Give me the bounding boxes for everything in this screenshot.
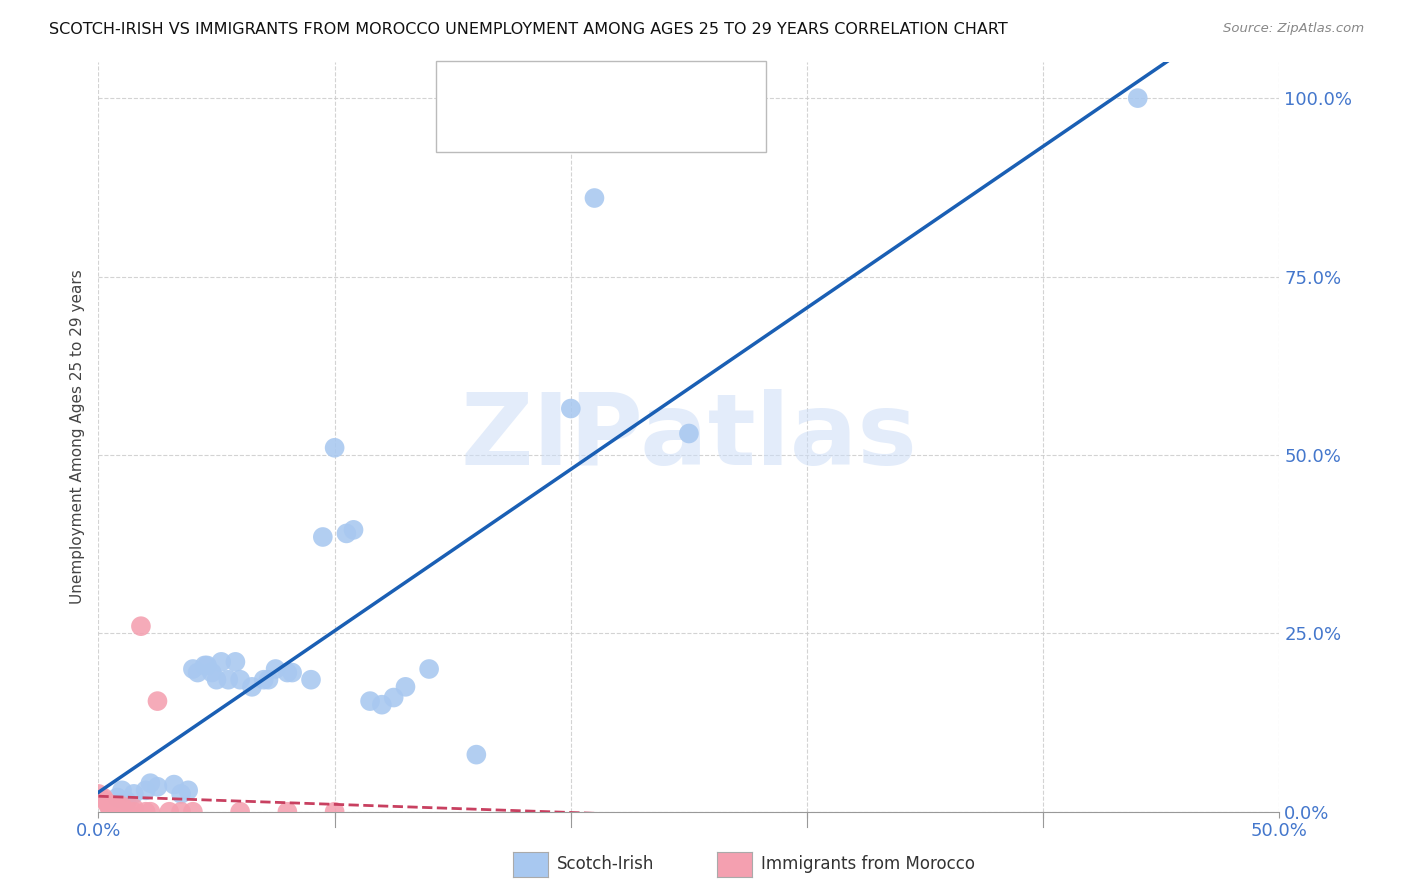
Point [1126, 91, 1149, 105]
Point [111, 783, 134, 797]
Point [217, 673, 239, 687]
Text: Immigrants from Morocco: Immigrants from Morocco [761, 855, 974, 873]
Point [371, 698, 394, 712]
Point [129, 619, 152, 633]
Point [87, 787, 110, 801]
Point [170, 805, 193, 819]
Point [229, 673, 252, 687]
Point [187, 665, 209, 680]
Point [281, 665, 304, 680]
Point [299, 673, 322, 687]
Point [94, 794, 117, 808]
Point [253, 673, 276, 687]
Point [229, 805, 252, 819]
Y-axis label: Unemployment Among Ages 25 to 29 years: Unemployment Among Ages 25 to 29 years [69, 269, 84, 605]
Point [583, 191, 606, 205]
Point [104, 805, 127, 819]
Point [98, 801, 121, 815]
Point [201, 665, 224, 680]
Point [335, 526, 357, 541]
Point [97, 797, 120, 812]
Point [224, 655, 246, 669]
Point [560, 401, 582, 416]
Point [323, 441, 346, 455]
Text: Scotch-Irish: Scotch-Irish [557, 855, 654, 873]
Point [122, 805, 145, 819]
Text: ZIPatlas: ZIPatlas [461, 389, 917, 485]
Point [276, 805, 298, 819]
Point [122, 801, 145, 815]
Point [209, 655, 232, 669]
Text: SCOTCH-IRISH VS IMMIGRANTS FROM MOROCCO UNEMPLOYMENT AMONG AGES 25 TO 29 YEARS C: SCOTCH-IRISH VS IMMIGRANTS FROM MOROCCO … [49, 22, 1008, 37]
Point [98, 797, 121, 812]
Text: R = -0.194   N = 27: R = -0.194 N = 27 [499, 113, 676, 131]
Text: Source: ZipAtlas.com: Source: ZipAtlas.com [1223, 22, 1364, 36]
Point [139, 776, 162, 790]
Point [312, 530, 335, 544]
Point [181, 805, 204, 819]
Point [359, 694, 381, 708]
Point [146, 780, 169, 794]
Point [323, 805, 346, 819]
Point [139, 805, 162, 819]
Point [115, 794, 138, 808]
Point [163, 778, 186, 792]
Point [135, 783, 157, 797]
Point [264, 662, 287, 676]
Point [115, 805, 138, 819]
Point [177, 783, 200, 797]
Point [276, 665, 298, 680]
Point [170, 787, 193, 801]
Point [195, 658, 218, 673]
Point [105, 805, 128, 819]
Point [135, 805, 157, 819]
Point [382, 690, 405, 705]
Point [122, 787, 145, 801]
Point [91, 790, 114, 805]
Point [257, 673, 280, 687]
Point [111, 805, 134, 819]
Text: R =  0.794   N = 40: R = 0.794 N = 40 [499, 78, 675, 95]
Point [157, 805, 180, 819]
Point [418, 662, 440, 676]
Point [111, 799, 134, 814]
Point [342, 523, 364, 537]
Point [101, 805, 124, 819]
Point [465, 747, 488, 762]
Point [394, 680, 416, 694]
Point [205, 673, 228, 687]
Point [240, 680, 263, 694]
Point [111, 801, 134, 815]
Point [678, 426, 700, 441]
Point [105, 790, 128, 805]
Point [181, 662, 204, 676]
Point [146, 694, 169, 708]
Point [105, 801, 128, 815]
Point [194, 658, 217, 673]
Point [98, 805, 121, 819]
